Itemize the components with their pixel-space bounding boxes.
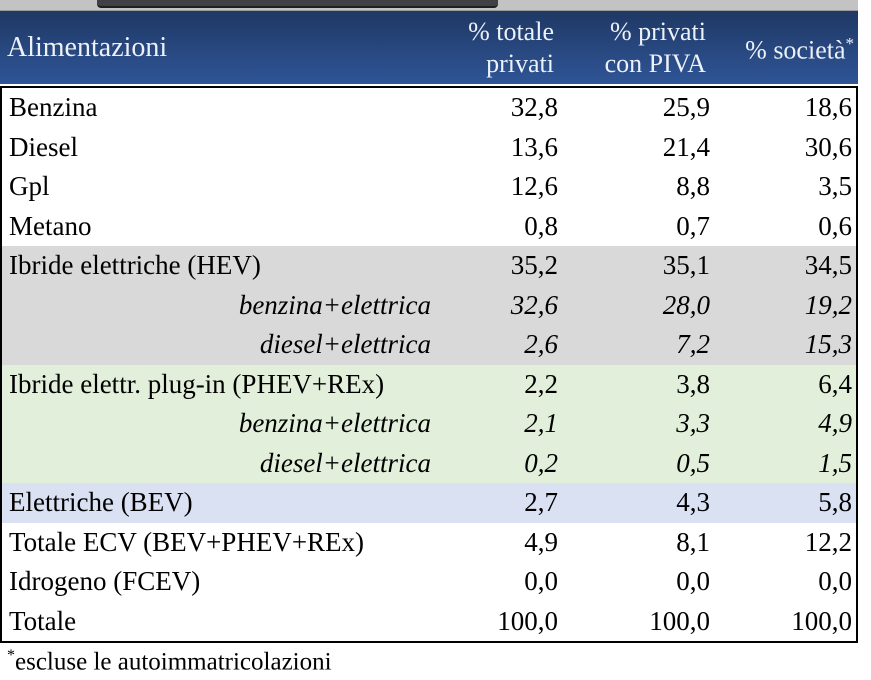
table-row: diesel+elettrica 0,2 0,5 1,5	[2, 443, 856, 483]
row-value: 25,9	[662, 92, 710, 123]
row-value: 19,2	[804, 289, 852, 320]
row-value: 8,8	[676, 171, 710, 202]
row-value: 34,5	[804, 250, 852, 281]
row-value: 32,8	[510, 92, 558, 123]
row-value: 3,8	[676, 368, 710, 399]
row-value: 35,1	[662, 250, 710, 281]
row-label: Diesel	[9, 131, 78, 162]
row-value: 15,3	[804, 329, 852, 360]
row-value: 0,6	[818, 210, 852, 241]
row-value: 0,8	[524, 210, 558, 241]
row-value: 0,7	[676, 210, 710, 241]
table-row: Ibride elettriche (HEV) 35,2 35,1 34,5	[2, 246, 856, 286]
footnote-marker: *	[845, 34, 855, 54]
row-value: 8,1	[676, 526, 710, 557]
row-label: Totale	[9, 605, 77, 636]
column-header-text: % società*	[745, 34, 855, 65]
row-value: 100,0	[497, 605, 558, 636]
row-label: diesel+elettrica	[259, 329, 431, 360]
row-value: 18,6	[804, 92, 852, 123]
row-label: Metano	[9, 210, 92, 241]
table-row: Idrogeno (FCEV) 0,0 0,0 0,0	[2, 562, 856, 602]
table-row: diesel+elettrica 2,6 7,2 15,3	[2, 325, 856, 365]
row-value: 0,5	[676, 447, 710, 478]
row-label: Benzina	[9, 92, 98, 123]
partial-dark-toolbar	[97, 0, 498, 8]
table-row: Elettriche (BEV) 2,7 4,3 5,8	[2, 483, 856, 523]
row-value: 1,5	[818, 447, 852, 478]
row-value: 5,8	[818, 487, 852, 518]
table-body: Benzina 32,8 25,9 18,6 Diesel 13,6 21,4 30,6 Gpl…	[0, 86, 858, 643]
row-value: 0,0	[524, 566, 558, 597]
row-value: 2,6	[524, 329, 558, 360]
row-label: Totale ECV (BEV+PHEV+REx)	[9, 526, 365, 557]
row-value: 13,6	[510, 131, 558, 162]
row-value: 0,2	[524, 447, 558, 478]
row-label: Idrogeno (FCEV)	[9, 566, 201, 597]
row-value: 28,0	[662, 289, 710, 320]
row-value: 35,2	[510, 250, 558, 281]
row-value: 6,4	[818, 368, 852, 399]
row-value: 32,6	[510, 289, 558, 320]
row-value: 2,2	[524, 368, 558, 399]
row-value: 4,3	[676, 487, 710, 518]
table-row: Benzina 32,8 25,9 18,6	[2, 88, 856, 128]
column-header-text: % privati con PIVA	[604, 16, 706, 78]
window-chrome-strip	[0, 0, 858, 11]
row-value: 3,5	[818, 171, 852, 202]
table-row: benzina+elettrica 32,6 28,0 19,2	[2, 285, 856, 325]
table-row: Ibride elettr. plug-in (PHEV+REx) 2,2 3,8 6…	[2, 364, 856, 404]
row-value: 100,0	[649, 605, 710, 636]
footnote-marker: *	[7, 647, 15, 664]
row-value: 12,2	[804, 526, 852, 557]
column-header-societa: % società*	[710, 11, 858, 84]
row-value: 7,2	[676, 329, 710, 360]
column-header-text: % totale privati	[468, 16, 554, 78]
table-row: Diesel 13,6 21,4 30,6	[2, 127, 856, 167]
table-row: Totale ECV (BEV+PHEV+REx) 4,9 8,1 12,2	[2, 522, 856, 562]
table-row: benzina+elettrica 2,1 3,3 4,9	[2, 404, 856, 444]
row-label: Gpl	[9, 171, 50, 202]
row-label: Elettriche (BEV)	[9, 487, 193, 518]
row-label: benzina+elettrica	[238, 408, 431, 439]
table-header: Alimentazioni % totale privati % privati c…	[0, 11, 858, 84]
row-label: Ibride elettr. plug-in (PHEV+REx)	[9, 368, 385, 399]
row-value: 4,9	[818, 408, 852, 439]
row-value: 100,0	[791, 605, 852, 636]
column-header-totale-privati: % totale privati	[435, 11, 558, 84]
row-value: 3,3	[676, 408, 710, 439]
column-header-privati-con-piva: % privati con PIVA	[558, 11, 710, 84]
table-row: Gpl 12,6 8,8 3,5	[2, 167, 856, 207]
row-value: 0,0	[818, 566, 852, 597]
row-value: 21,4	[662, 131, 710, 162]
row-value: 2,7	[524, 487, 558, 518]
table-footnote: *escluse le autoimmatricolazioni	[0, 647, 858, 676]
row-value: 30,6	[804, 131, 852, 162]
row-label: Ibride elettriche (HEV)	[9, 250, 261, 281]
table-title: Alimentazioni	[7, 31, 168, 63]
header-body-gap	[0, 84, 858, 86]
table-row: Metano 0,8 0,7 0,6	[2, 206, 856, 246]
row-value: 2,1	[524, 408, 558, 439]
row-value: 12,6	[510, 171, 558, 202]
row-label: diesel+elettrica	[259, 447, 431, 478]
row-value: 0,0	[676, 566, 710, 597]
table-row: Totale 100,0 100,0 100,0	[2, 601, 856, 641]
row-label: benzina+elettrica	[238, 289, 431, 320]
footnote-text: escluse le autoimmatricolazioni	[15, 648, 332, 676]
row-value: 4,9	[524, 526, 558, 557]
